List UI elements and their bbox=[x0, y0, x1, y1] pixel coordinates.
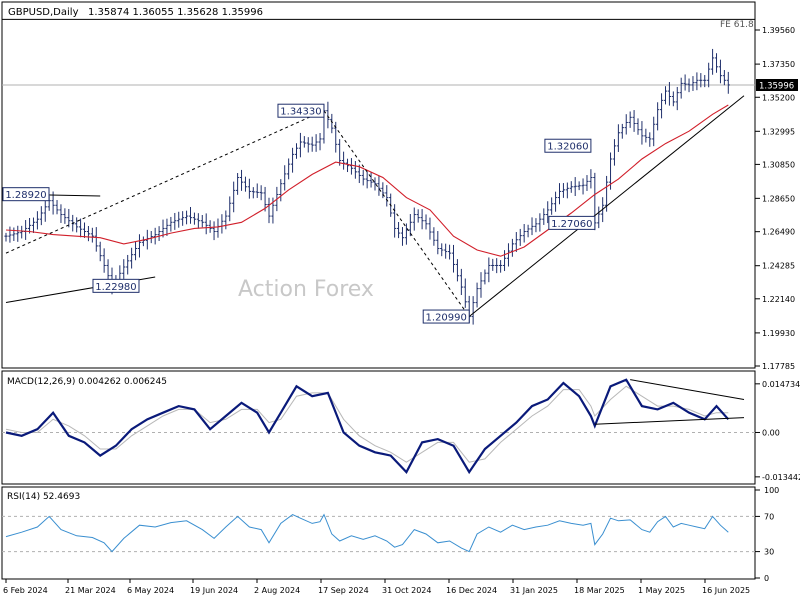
price-axis-label: 1.19930 bbox=[762, 329, 795, 338]
swing-label: 1.22980 bbox=[95, 282, 136, 293]
swing-label: 1.28920 bbox=[5, 190, 46, 201]
price-axis-label: 1.28650 bbox=[762, 194, 795, 203]
price-axis-label: 1.30850 bbox=[762, 160, 795, 169]
rsi-pane-frame bbox=[1, 486, 756, 580]
time-axis-label: 17 Sep 2024 bbox=[318, 586, 369, 595]
rsi-title: RSI(14) 52.4693 bbox=[7, 492, 80, 502]
moving-average-line bbox=[5, 104, 729, 257]
time-axis-label: 6 Feb 2024 bbox=[3, 586, 48, 595]
rsi-axis-label: 100 bbox=[764, 486, 779, 495]
time-axis-label: 6 May 2024 bbox=[127, 586, 174, 595]
rsi-line bbox=[5, 513, 729, 553]
price-content: 1.28920 1.22980 1.34330 1.20990 1.32060 1.270… bbox=[2, 18, 755, 325]
price-axis-label: 1.37350 bbox=[762, 60, 795, 69]
current-price-tag bbox=[756, 78, 798, 91]
time-axis-label: 2 Aug 2024 bbox=[254, 586, 300, 595]
price-axis-label: 1.17785 bbox=[762, 362, 795, 371]
price-axis-label: 1.35200 bbox=[762, 93, 795, 102]
macd-axis-label: 0.00 bbox=[762, 428, 780, 437]
time-axis-label: 31 Oct 2024 bbox=[382, 586, 431, 595]
price-axis-label: 1.26490 bbox=[762, 228, 795, 237]
macd-trendline bbox=[594, 417, 745, 425]
current-price-tag-label: 1.35996 bbox=[759, 81, 794, 91]
symbol-label: GBPUSD,Daily bbox=[8, 7, 79, 18]
time-axis-label: 31 Jan 2025 bbox=[510, 586, 558, 595]
price-axis-label: 1.22140 bbox=[762, 295, 795, 304]
price-pane: GBPUSD,Daily 1.35874 1.36055 1.35628 1.3… bbox=[1, 1, 756, 369]
swing-label-box bbox=[277, 103, 325, 118]
fib-label: FE 61.8 bbox=[720, 20, 754, 30]
swing-label: 1.34330 bbox=[280, 107, 321, 118]
time-axis-label: 16 Jun 2025 bbox=[702, 586, 750, 595]
swing-label-box bbox=[92, 278, 140, 293]
time-axis-label: 19 Jun 2024 bbox=[190, 586, 238, 595]
trendline bbox=[5, 110, 325, 254]
time-axis-label: 1 May 2025 bbox=[638, 586, 685, 595]
swing-label-box bbox=[2, 187, 50, 202]
macd-pane: MACD(12,26,9) 0.004262 0.006245 bbox=[1, 370, 756, 485]
trendline bbox=[468, 95, 745, 317]
axes: 1.39560 1.37350 1.35200 1.32995 1.30850 1.286… bbox=[3, 26, 800, 595]
time-axis-label: 16 Dec 2024 bbox=[446, 586, 497, 595]
price-axis-label: 1.39560 bbox=[762, 26, 795, 35]
rsi-axis-label: 70 bbox=[764, 512, 774, 521]
rsi-axis-label: 0 bbox=[764, 574, 769, 583]
swing-label-box bbox=[548, 215, 596, 230]
macd-axis-label: 0.014734 bbox=[762, 380, 800, 389]
swing-label-box bbox=[422, 309, 470, 324]
macd-line bbox=[5, 378, 730, 475]
macd-pane-frame bbox=[1, 370, 756, 485]
macd-title: MACD(12,26,9) 0.004262 0.006245 bbox=[7, 377, 167, 387]
rsi-axis-label: 30 bbox=[764, 548, 774, 557]
watermark: Action Forex bbox=[238, 277, 374, 302]
swing-label: 1.32060 bbox=[547, 142, 588, 153]
macd-trendline bbox=[630, 379, 745, 400]
swing-label: 1.20990 bbox=[426, 313, 467, 324]
macd-content bbox=[2, 378, 755, 475]
price-axis-label: 1.32995 bbox=[762, 127, 795, 136]
time-axis-label: 21 Mar 2024 bbox=[65, 586, 116, 595]
macd-signal-line bbox=[5, 385, 729, 463]
swing-label-box bbox=[544, 138, 592, 153]
ohlc-label: 1.35874 1.36055 1.35628 1.35996 bbox=[88, 7, 263, 18]
rsi-content bbox=[2, 513, 755, 553]
time-axis-label: 18 Mar 2025 bbox=[574, 586, 625, 595]
price-axis-label: 1.24285 bbox=[762, 262, 795, 271]
macd-axis-label: -0.013442 bbox=[762, 473, 800, 482]
rsi-pane: RSI(14) 52.4693 bbox=[1, 486, 756, 580]
swing-label: 1.27060 bbox=[551, 219, 592, 230]
